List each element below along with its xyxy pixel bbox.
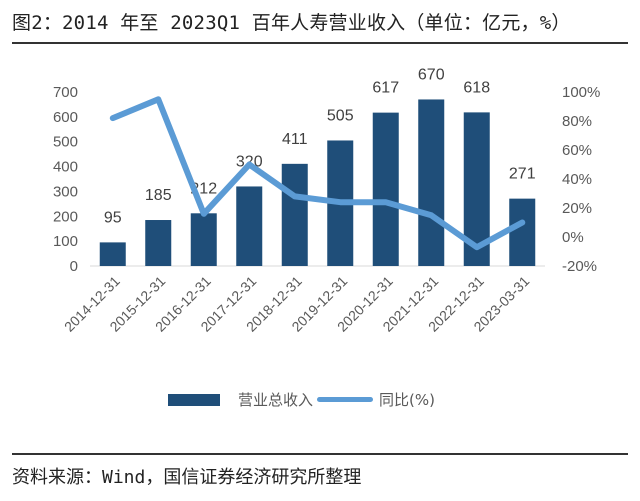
bars-group	[99, 99, 536, 266]
right-tick-label: 0%	[562, 229, 584, 246]
legend: 营业总收入 同比(%)	[168, 389, 435, 410]
title-divider	[12, 42, 628, 44]
revenue-data-label: 618	[463, 79, 490, 96]
x-axis-labels: 2014-12-312015-12-312016-12-312017-12-31…	[61, 273, 533, 335]
revenue-bar	[190, 213, 217, 266]
revenue-data-label: 670	[418, 66, 445, 83]
left-tick-label: 500	[53, 134, 78, 151]
legend-line-label: 同比(%)	[379, 391, 435, 409]
left-tick-label: 100	[53, 233, 78, 250]
revenue-bar	[418, 99, 445, 266]
right-tick-label: 40%	[562, 171, 592, 188]
left-tick-label: 700	[53, 84, 78, 101]
right-tick-label: 60%	[562, 142, 592, 159]
revenue-bar	[99, 242, 126, 266]
revenue-data-label: 411	[282, 131, 308, 148]
figure-title: 图2：2014 年至 2023Q1 百年人寿营业收入（单位：亿元，%）	[12, 12, 571, 34]
left-tick-label: 300	[53, 183, 78, 200]
source-note: 资料来源：Wind，国信证券经济研究所整理	[12, 467, 362, 488]
legend-line-swatch	[317, 397, 374, 402]
revenue-bar	[372, 112, 399, 266]
legend-bar-label: 营业总收入	[238, 391, 314, 409]
right-tick-label: -20%	[562, 258, 597, 275]
left-tick-label: 400	[53, 159, 78, 176]
revenue-bar	[281, 163, 308, 266]
revenue-data-label: 505	[327, 107, 354, 124]
revenue-data-label: 617	[372, 80, 399, 97]
left-axis: 0 100 200 300 400 500 600 700	[53, 84, 78, 275]
right-tick-label: 80%	[562, 113, 592, 130]
legend-bar-swatch	[168, 393, 220, 406]
revenue-data-label: 185	[145, 187, 172, 204]
revenue-bar	[145, 220, 172, 266]
right-tick-label: 100%	[562, 84, 600, 101]
source-divider	[12, 453, 628, 455]
revenue-bar	[236, 186, 263, 266]
left-tick-label: 600	[53, 109, 78, 126]
revenue-bar	[509, 198, 536, 266]
revenue-data-label: 95	[104, 209, 122, 226]
right-tick-label: 20%	[562, 200, 592, 217]
left-tick-label: 0	[70, 258, 78, 275]
yoy-line	[109, 96, 526, 251]
revenue-data-label: 271	[509, 166, 536, 183]
chart-canvas: 0 100 200 300 400 500 600 700 -20% 0% 20% 40% 60% 80…	[53, 66, 600, 335]
left-tick-label: 200	[53, 208, 78, 225]
right-axis: -20% 0% 20% 40% 60% 80% 100%	[562, 84, 600, 275]
